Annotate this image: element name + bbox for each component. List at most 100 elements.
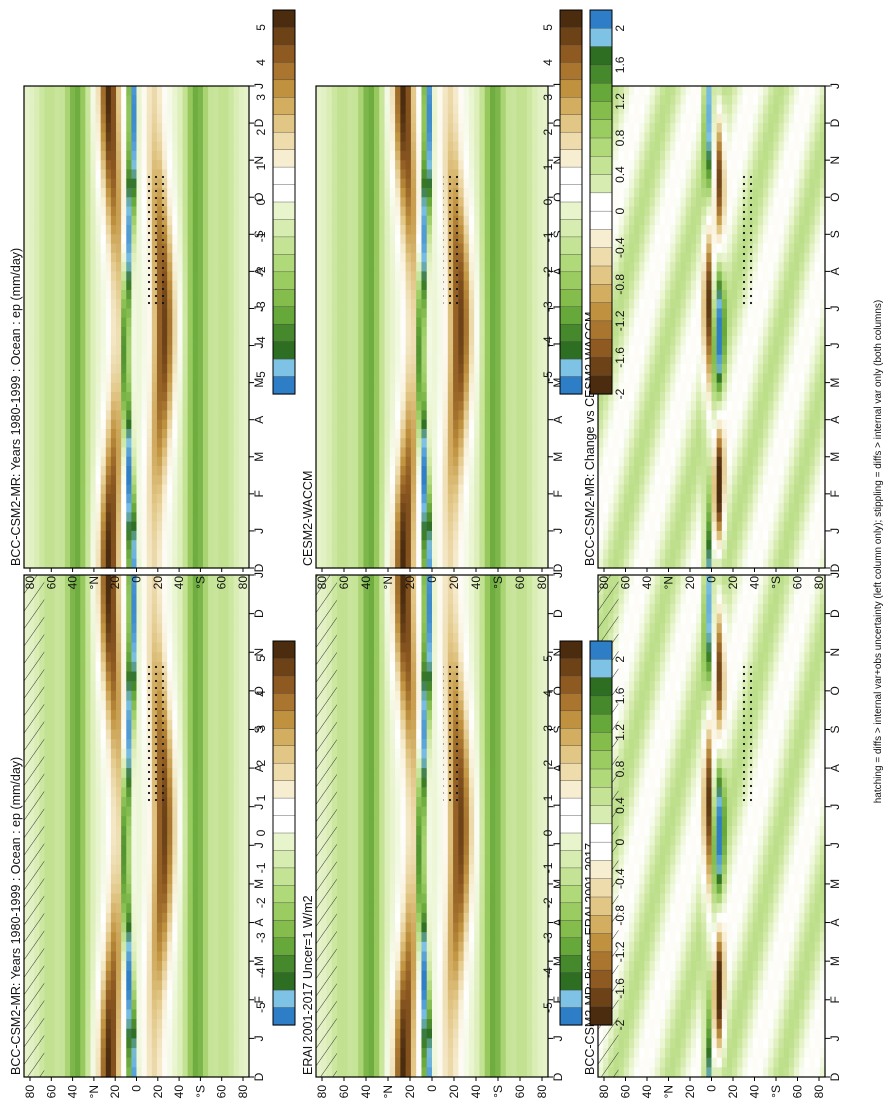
heatmap-cell bbox=[54, 700, 61, 711]
heatmap-cell bbox=[54, 613, 61, 624]
heatmap-cell bbox=[105, 382, 112, 393]
heatmap-cell bbox=[223, 671, 230, 682]
heatmap-cell bbox=[75, 345, 81, 356]
heatmap-cell bbox=[238, 816, 245, 827]
heatmap-cell bbox=[121, 854, 127, 866]
heatmap-cell bbox=[29, 373, 35, 384]
heatmap-cell bbox=[80, 345, 86, 356]
heatmap-cell bbox=[100, 475, 107, 486]
heatmap-cell bbox=[233, 141, 240, 152]
heatmap-cell bbox=[192, 558, 199, 569]
heatmap-cell bbox=[70, 530, 76, 541]
heatmap-cell bbox=[110, 990, 117, 1001]
heatmap-cell bbox=[110, 922, 117, 933]
heatmap-cell bbox=[243, 280, 250, 291]
heatmap-cell bbox=[172, 419, 179, 430]
heatmap-cell bbox=[116, 271, 122, 282]
heatmap-cell bbox=[167, 308, 173, 319]
heatmap-cell bbox=[187, 456, 194, 467]
heatmap-cell bbox=[182, 225, 189, 235]
heatmap-cell bbox=[177, 521, 184, 532]
heatmap-cell bbox=[208, 113, 214, 124]
heatmap-cell bbox=[233, 999, 240, 1011]
heatmap-cell bbox=[59, 299, 66, 310]
heatmap-cell bbox=[156, 419, 163, 430]
heatmap-cell bbox=[90, 1048, 97, 1059]
heatmap-cell bbox=[167, 252, 173, 263]
heatmap-cell bbox=[202, 642, 209, 653]
heatmap-cell bbox=[116, 999, 122, 1011]
heatmap-cell bbox=[126, 787, 132, 798]
heatmap-cell bbox=[126, 391, 132, 402]
heatmap-cell bbox=[342, 1028, 349, 1039]
heatmap-cell bbox=[208, 187, 214, 198]
heatmap-cell bbox=[59, 354, 66, 365]
heatmap-cell bbox=[167, 816, 173, 827]
heatmap-cell bbox=[121, 86, 127, 96]
heatmap-cell bbox=[197, 364, 204, 374]
heatmap-cell bbox=[243, 419, 250, 430]
heatmap-cell bbox=[54, 1009, 61, 1020]
heatmap-cell bbox=[75, 990, 81, 1001]
heatmap-cell bbox=[238, 797, 245, 808]
heatmap-cell bbox=[59, 345, 66, 356]
heatmap-cell bbox=[182, 373, 189, 384]
heatmap-cell bbox=[156, 826, 163, 837]
heatmap-cell bbox=[116, 1048, 122, 1059]
heatmap-cell bbox=[238, 419, 245, 430]
heatmap-cell bbox=[116, 719, 122, 731]
heatmap-cell bbox=[192, 883, 199, 895]
heatmap-cell bbox=[223, 729, 230, 740]
heatmap-cell bbox=[197, 623, 204, 634]
heatmap-cell bbox=[141, 700, 148, 711]
heatmap-cell bbox=[192, 466, 199, 476]
heatmap-cell bbox=[182, 419, 189, 430]
heatmap-cell bbox=[85, 373, 92, 384]
heatmap-cell bbox=[238, 883, 245, 895]
heatmap-cell bbox=[105, 428, 112, 439]
heatmap-cell bbox=[208, 493, 214, 504]
heatmap-cell bbox=[192, 299, 199, 310]
heatmap-cell bbox=[105, 86, 112, 96]
heatmap-cell bbox=[192, 391, 199, 402]
heatmap-cell bbox=[131, 970, 138, 982]
heatmap-cell bbox=[202, 874, 209, 885]
heatmap-cell bbox=[59, 382, 66, 393]
heatmap-cell bbox=[90, 835, 97, 846]
heatmap-cell bbox=[243, 104, 250, 115]
heatmap-cell bbox=[126, 234, 132, 245]
heatmap-cell bbox=[80, 382, 86, 393]
heatmap-cell bbox=[44, 941, 51, 953]
heatmap-cell bbox=[54, 225, 61, 235]
heatmap-cell bbox=[131, 364, 138, 374]
heatmap-cell bbox=[29, 521, 35, 532]
heatmap-cell bbox=[49, 681, 56, 692]
heatmap-cell bbox=[24, 187, 30, 198]
heatmap-cell bbox=[162, 652, 168, 663]
heatmap-cell bbox=[64, 327, 71, 337]
heatmap-cell bbox=[105, 739, 112, 750]
heatmap-cell bbox=[202, 1057, 209, 1068]
heatmap-cell bbox=[95, 354, 102, 365]
heatmap-cell bbox=[197, 401, 204, 412]
heatmap-cell bbox=[218, 271, 225, 282]
heatmap-cell bbox=[95, 317, 102, 328]
heatmap-cell bbox=[208, 854, 214, 866]
heatmap-cell bbox=[116, 262, 122, 272]
heatmap-cell bbox=[197, 603, 204, 615]
heatmap-cell bbox=[29, 169, 35, 180]
heatmap-cell bbox=[34, 438, 40, 449]
heatmap-cell bbox=[54, 970, 61, 982]
heatmap-cell bbox=[126, 456, 132, 467]
heatmap-cell bbox=[177, 289, 184, 300]
heatmap-cell bbox=[100, 951, 107, 962]
heatmap-cell bbox=[116, 540, 122, 551]
heatmap-cell bbox=[167, 603, 173, 615]
heatmap-cell bbox=[131, 816, 138, 827]
heatmap-cell bbox=[64, 280, 71, 291]
heatmap-cell bbox=[208, 603, 214, 615]
heatmap-cell bbox=[238, 160, 245, 171]
heatmap-cell bbox=[121, 104, 127, 115]
heatmap-cell bbox=[177, 671, 184, 682]
heatmap-cell bbox=[131, 903, 138, 914]
